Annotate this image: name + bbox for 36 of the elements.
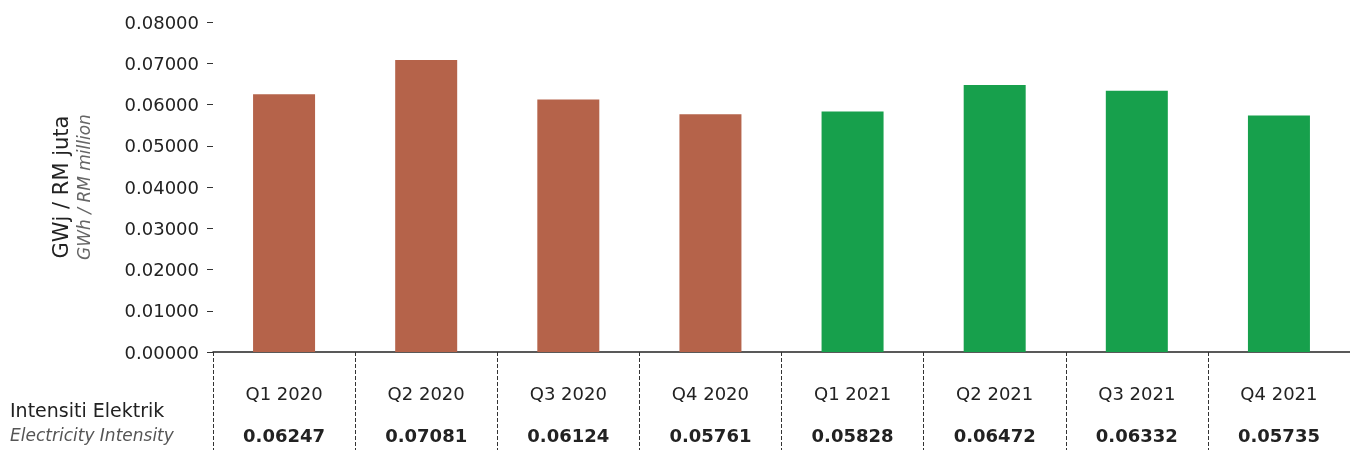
text: Electricity Intensity	[10, 424, 175, 445]
bar	[821, 111, 884, 352]
bar	[537, 99, 600, 352]
x-tick-label: Q4 2021	[1240, 382, 1318, 404]
x-tick-label: Q4 2020	[671, 382, 750, 404]
x-tick-label: Q2 2020	[387, 382, 465, 404]
x-tick-label: Q1 2020	[245, 382, 323, 404]
y-tick-label: 0.05000	[124, 135, 199, 157]
data-label: 0.05735	[1237, 424, 1320, 446]
data-label: 0.06247	[243, 424, 326, 446]
data-label: 0.06332	[1095, 424, 1178, 446]
bar	[1247, 115, 1310, 352]
bar	[395, 59, 458, 352]
data-label: 0.06124	[527, 424, 610, 446]
y-tick-label: 0.04000	[124, 176, 199, 198]
data-label: 0.06472	[953, 424, 1036, 446]
data-label: 0.05761	[669, 424, 752, 446]
y-tick-label: 0.03000	[124, 217, 199, 239]
x-tick-label: Q3 2021	[1098, 382, 1176, 404]
y-tick-label: 0.08000	[124, 11, 199, 33]
y-tick-label: 0.07000	[124, 52, 199, 74]
text: Intensiti Elektrik	[10, 398, 165, 421]
bar	[1105, 90, 1168, 352]
y-axis-title: GWj / RM juta GWh / RM million	[49, 114, 94, 260]
y-tick-label: 0.06000	[124, 94, 199, 115]
y-tick-label: 0.01000	[124, 300, 199, 322]
bar	[253, 94, 316, 352]
data-label: 0.05828	[811, 424, 894, 446]
bar	[963, 85, 1026, 352]
x-tick-label: Q2 2021	[956, 382, 1034, 404]
y-tick-label: 0.00000	[124, 341, 199, 363]
bar	[679, 114, 742, 352]
x-tick-label: Q1 2021	[813, 382, 892, 404]
y-tick-label: 0.02000	[124, 259, 199, 280]
x-tick-label: Q3 2020	[529, 382, 607, 404]
data-label: 0.07081	[385, 424, 468, 446]
